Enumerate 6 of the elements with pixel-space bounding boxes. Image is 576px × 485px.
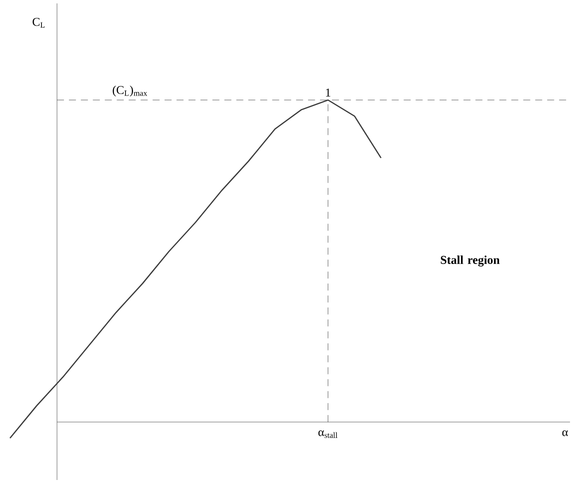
text: α [562, 430, 568, 436]
text: α$_{stall}$ [318, 430, 338, 438]
annotation: 1 [326, 88, 330, 96]
text: (C$_{L}$)$_{max}$ [112, 86, 148, 96]
text: Stall region [440, 256, 500, 266]
text: C$_{L}$ [32, 18, 45, 28]
